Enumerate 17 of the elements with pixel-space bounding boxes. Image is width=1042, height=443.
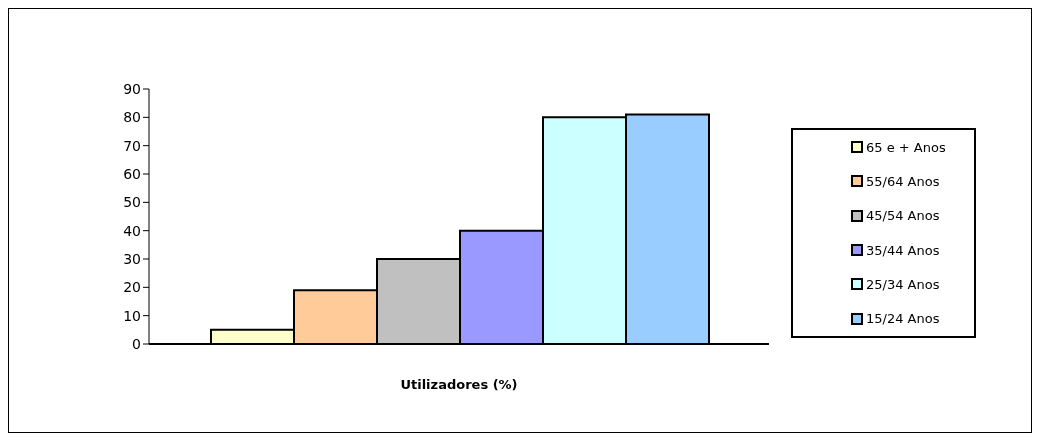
- y-tick-label: 30: [123, 250, 141, 267]
- y-tick-label: 70: [123, 137, 141, 154]
- legend-label: 55/64 Anos: [866, 173, 940, 189]
- legend-label: 25/34 Anos: [866, 276, 940, 292]
- y-tick-label: 40: [123, 222, 141, 239]
- legend-label: 65 e + Anos: [866, 139, 946, 155]
- y-tick-label: 10: [123, 307, 141, 324]
- legend-label: 35/44 Anos: [866, 242, 940, 258]
- y-tick-label: 80: [123, 109, 141, 126]
- legend-label: 15/24 Anos: [866, 311, 940, 327]
- y-tick-label: 20: [123, 279, 141, 296]
- legend-label: 45/54 Anos: [866, 208, 940, 224]
- y-tick-label: 90: [123, 80, 141, 97]
- y-tick-label: 0: [132, 335, 141, 352]
- y-tick-label: 60: [123, 165, 141, 182]
- x-axis-title: Utilizadores (%): [400, 377, 518, 392]
- y-tick-label: 50: [123, 194, 141, 211]
